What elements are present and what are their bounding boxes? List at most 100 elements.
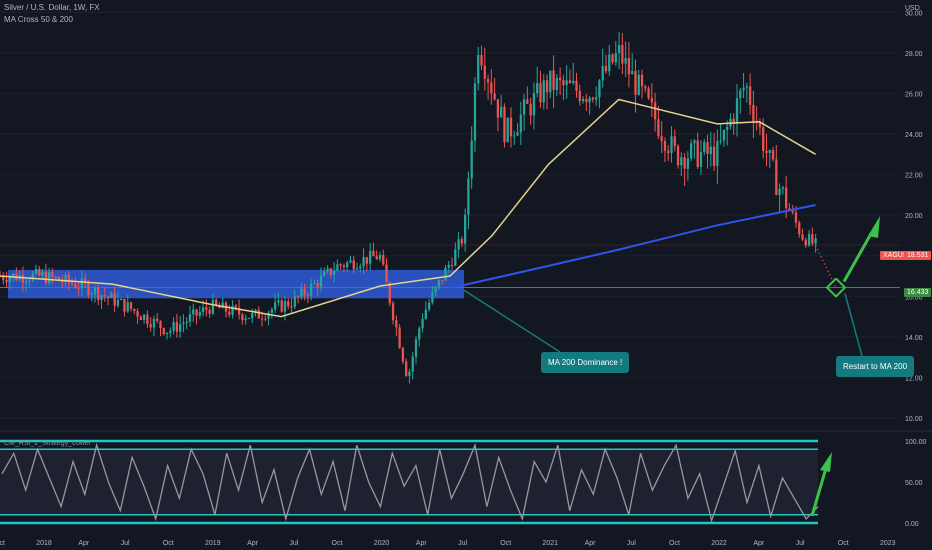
- candle-body: [454, 249, 457, 266]
- candle-body: [735, 98, 739, 124]
- level-price-tag: 16.433: [904, 288, 932, 297]
- candle-body: [260, 318, 264, 320]
- candle-body: [133, 309, 136, 312]
- candle-body: [532, 93, 536, 116]
- candle-body: [408, 371, 411, 376]
- candle-body: [814, 238, 817, 244]
- candle-body: [693, 140, 696, 144]
- candle-body: [116, 299, 120, 306]
- candle-body: [293, 296, 296, 307]
- time-tick-label: 2023: [880, 540, 896, 547]
- candle-body: [31, 273, 34, 281]
- candle-body: [624, 57, 627, 64]
- candle-body: [726, 126, 729, 130]
- candle-body: [51, 272, 54, 277]
- candle-body: [752, 104, 755, 122]
- ma50-line: [0, 98, 816, 318]
- candle-body: [703, 141, 706, 152]
- candle-body: [329, 268, 332, 276]
- rsi-arrow-shaft: [810, 467, 828, 517]
- candle-body: [195, 309, 198, 316]
- candle-body: [319, 275, 323, 288]
- candle-body: [61, 280, 64, 283]
- candle-body: [614, 53, 617, 63]
- candle-body: [110, 293, 113, 299]
- candle-body: [706, 141, 709, 154]
- candle-body: [391, 303, 395, 321]
- candle-body: [722, 129, 726, 141]
- candle-body: [457, 239, 460, 250]
- candle-body: [306, 295, 310, 297]
- candle-body: [221, 302, 224, 309]
- candle-body: [257, 309, 260, 319]
- candle-body: [395, 320, 398, 328]
- candle-body: [38, 268, 41, 276]
- candle-body: [660, 136, 663, 141]
- candle-body: [80, 278, 84, 289]
- candle-body: [152, 318, 156, 328]
- candle-body: [215, 299, 218, 306]
- candle-body: [601, 66, 604, 81]
- candle-body: [719, 140, 722, 142]
- candle-body: [179, 324, 182, 332]
- candle-body: [90, 293, 93, 296]
- candle-body: [555, 77, 558, 90]
- candle-body: [477, 55, 480, 84]
- candle-body: [74, 283, 77, 288]
- price-tick-label: 10.00: [905, 416, 923, 423]
- candle-body: [758, 122, 762, 128]
- symbol-tag: XAGUSD: [880, 251, 916, 260]
- candle-body: [146, 314, 149, 325]
- candle-body: [460, 239, 464, 244]
- candle-body: [418, 328, 421, 340]
- candle-body: [244, 318, 247, 321]
- candle-body: [421, 318, 424, 329]
- candle-body: [231, 305, 234, 315]
- candle-body: [270, 309, 274, 313]
- time-tick-label: Jul: [796, 540, 805, 547]
- candle-body: [228, 311, 231, 315]
- candle-body: [804, 239, 807, 246]
- candle-body: [598, 80, 601, 98]
- time-tick-label: Apr: [416, 540, 428, 547]
- up-arrow-head: [868, 216, 880, 238]
- price-tick-label: 12.00: [905, 375, 923, 382]
- candle-body: [500, 106, 503, 118]
- last-price-tag: 18.531: [904, 251, 932, 260]
- candle-body: [211, 299, 215, 314]
- candle-body: [621, 45, 624, 64]
- candle-body: [336, 264, 339, 271]
- candle-body: [673, 136, 676, 147]
- candle-body: [683, 157, 686, 169]
- candle-body: [123, 299, 126, 312]
- candle-body: [11, 273, 15, 278]
- time-tick-label: Oct: [163, 540, 174, 547]
- candle-body: [686, 158, 690, 169]
- candle-body: [811, 234, 814, 244]
- candle-body: [762, 127, 765, 151]
- candle-body: [509, 117, 513, 137]
- candle-body: [611, 54, 614, 63]
- price-tick-label: 26.00: [905, 91, 923, 98]
- candle-body: [129, 302, 133, 310]
- candle-body: [185, 321, 188, 323]
- candle-body: [77, 287, 80, 289]
- rsi-tick-label: 0.00: [905, 521, 919, 528]
- candle-body: [385, 264, 388, 283]
- time-tick-label: Oct: [0, 540, 5, 547]
- restart-ma200-callout: Restart to MA 200: [836, 356, 915, 377]
- candle-body: [634, 71, 637, 95]
- candle-body: [676, 146, 680, 166]
- candle-body: [290, 306, 293, 308]
- candle-body: [8, 277, 11, 283]
- candle-body: [667, 150, 670, 154]
- candle-body: [365, 257, 369, 264]
- candle-body: [84, 278, 87, 283]
- time-tick-label: Oct: [669, 540, 680, 547]
- candle-body: [310, 283, 313, 296]
- candle-body: [663, 140, 667, 151]
- candle-body: [241, 314, 244, 321]
- candle-body: [788, 208, 791, 210]
- candle-body: [205, 307, 208, 310]
